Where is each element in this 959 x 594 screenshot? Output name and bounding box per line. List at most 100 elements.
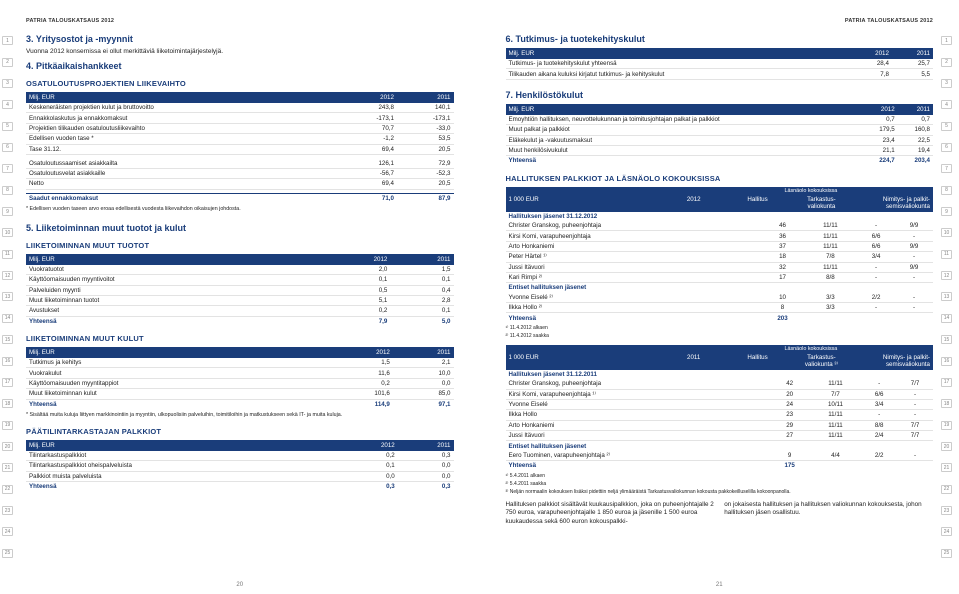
page-right: 1234567891011121314151617181920212223242… [480,0,959,594]
punch-hole: 3 [941,79,952,88]
punch-hole: 1 [2,36,13,45]
punch-hole: 9 [941,207,952,216]
table-tilintarkastus: Milj. EUR 2012 2011 Tilintarkastuspalkki… [26,440,454,492]
table-row: Eläkekulut ja -vakuutusmaksut23,422,5 [506,135,934,145]
section-7-title: 7. Henkilöstökulut [506,90,934,100]
table-osatuloutus: Milj. EUR 2012 2011 Keskeneräisten proje… [26,92,454,203]
punch-strip-left: 1234567891011121314151617181920212223242… [2,0,18,594]
table-row: Kari Rimpi ²⁾178/8-- [506,272,934,282]
row-total: Yhteensä224,7203,4 [506,156,934,166]
section-6-title: 6. Tutkimus- ja tuotekehityskulut [506,34,934,44]
table-attendance-2012: Hallituksen jäsenet 31.12.2012 Christer … [506,212,934,323]
page-number: 21 [716,582,723,588]
punch-hole: 23 [2,506,13,515]
table-row: Arto Honkaniemi3711/116/69/9 [506,241,934,251]
punch-hole: 12 [2,271,13,280]
punch-hole: 22 [2,485,13,494]
punch-hole: 13 [941,292,952,301]
punch-hole: 7 [941,164,952,173]
table-row: Tilintarkastuspalkkiot0,20,3 [26,451,454,461]
table-row: Christer Granskog, puheenjohtaja4611/11-… [506,221,934,231]
punch-hole: 8 [2,186,13,195]
table-note: * Sisältää muita kuluja liittyen markkin… [26,412,454,419]
punch-hole: 2 [2,58,13,67]
body-text: Hallituksen palkkiot sisältävät kuukausi… [506,501,934,527]
punch-hole: 24 [941,527,952,536]
table-row: Palkkiot muista palveluista0,00,0 [26,471,454,481]
punch-hole: 3 [2,79,13,88]
punch-hole: 5 [2,122,13,131]
table-henkilosto: Milj. EUR 2012 2011 Emoyhtiön hallitukse… [506,104,934,166]
punch-hole: 23 [941,506,952,515]
punch-hole: 18 [941,399,952,408]
table-row: Eero Tuominen, varapuheenjohtaja ²⁾94/42… [506,451,934,461]
table-row: Yvonne Eiselé ²⁾103/32/2- [506,293,934,303]
punch-hole: 14 [2,314,13,323]
page-number: 20 [236,582,243,588]
running-head-left: PATRIA TALOUSKATSAUS 2012 [26,18,454,24]
punch-hole: 20 [941,442,952,451]
table-row: Ilkka Hollo ²⁾83/3-- [506,303,934,313]
punch-hole: 9 [2,207,13,216]
punch-hole: 11 [941,250,952,259]
section-7-sub1: HALLITUKSEN PALKKIOT JA LÄSNÄOLO KOKOUKS… [506,174,934,183]
punch-strip-right: 1234567891011121314151617181920212223242… [941,0,957,594]
punch-hole: 5 [941,122,952,131]
table-row: Peter Härtel ¹⁾187/83/4- [506,252,934,262]
punch-hole: 17 [2,378,13,387]
table-row: Tilikauden aikana kuluksi kirjatut tutki… [506,69,934,79]
section-5-sub3: PÄÄTILINTARKASTAJAN PALKKIOT [26,427,454,436]
punch-hole: 24 [2,527,13,536]
table-row: Yvonne Eiselé2410/113/4- [506,399,934,409]
table-row: Projektien tilikauden osatuloutusliikeva… [26,123,454,133]
table-row: Vuokrakulut11,610,0 [26,368,454,378]
punch-hole: 8 [941,186,952,195]
table-row: Käyttöomaisuuden myyntitappiot0,20,0 [26,378,454,388]
punch-hole: 15 [941,335,952,344]
section-4-sub1: OSATULOUTUSPROJEKTIEN LIIKEVAIHTO [26,79,454,88]
section-5-sub2: LIIKETOIMINNAN MUUT KULUT [26,334,454,343]
row-total: Saadut ennakkomaksut71,087,9 [26,193,454,203]
table-rd: Milj. EUR 2012 2011 Tutkimus- ja tuoteke… [506,48,934,80]
row-total: Yhteensä7,95,0 [26,316,454,326]
punch-hole: 19 [941,421,952,430]
punch-hole: 22 [941,485,952,494]
punch-hole: 13 [2,292,13,301]
punch-hole: 11 [2,250,13,259]
table-row: Muut liiketoiminnan tuotot5,12,8 [26,295,454,305]
att-note: ¹⁾ 11.4.2012 alkaen [506,325,934,331]
punch-hole: 7 [2,164,13,173]
row-total: Yhteensä114,997,1 [26,399,454,409]
table-row: Kirsi Komi, varapuheenjohtaja ¹⁾207/76/6… [506,389,934,399]
punch-hole: 14 [941,314,952,323]
punch-hole: 25 [941,549,952,558]
col-label: Milj. EUR [26,92,340,103]
section-5-title: 5. Liiketoiminnan muut tuotot ja kulut [26,223,454,233]
att-note: ³⁾ Neljän normaalin kokouksen lisäksi pi… [506,489,934,495]
table-row: Kirsi Komi, varapuheenjohtaja3611/116/6- [506,231,934,241]
table-row: Ilkka Hollo2311/11-- [506,410,934,420]
table-row: Christer Granskog, puheenjohtaja4211/11-… [506,379,934,389]
table-row: Käyttöomaisuuden myyntivoitot0,10,1 [26,275,454,285]
table-row: Jussi Itävuori2711/112/47/7 [506,431,934,441]
table-row: Ennakkolaskutus ja ennakkomaksut-173,1-1… [26,113,454,123]
section-5-sub1: LIIKETOIMINNAN MUUT TUOTOT [26,241,454,250]
punch-hole: 15 [2,335,13,344]
punch-hole: 19 [2,421,13,430]
table-row: Avustukset0,20,1 [26,306,454,316]
table-row: Tutkimus ja kehitys1,52,1 [26,358,454,368]
att-note: ²⁾ 5.4.2011 saakka [506,481,934,487]
punch-hole: 4 [2,100,13,109]
punch-hole: 18 [2,399,13,408]
table-attendance-2011: Hallituksen jäsenet 31.12.2011 Christer … [506,370,934,471]
table-row: Osatuloutusvelat asiakkaille-56,7-52,3 [26,168,454,178]
table-tuotot: Milj. EUR 2012 2011 Vuokratuotot2,01,5Kä… [26,254,454,326]
punch-hole: 12 [941,271,952,280]
row-total: Yhteensä0,30,3 [26,481,454,491]
table-row: Osatuloutussaamiset asiakkailta126,172,9 [26,158,454,168]
col-2012: 2012 [340,92,397,103]
table-row: Muut palkat ja palkkiot179,5160,8 [506,125,934,135]
table-row: Muut liiketoiminnan kulut101,685,0 [26,389,454,399]
att-header-group-a: Läsnäolo kokouksissa [506,187,934,195]
punch-hole: 10 [941,228,952,237]
